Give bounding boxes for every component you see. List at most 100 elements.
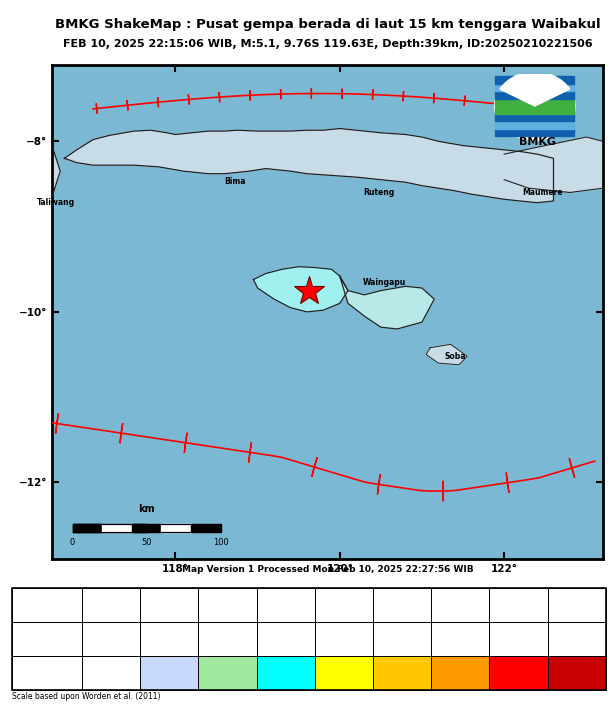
Polygon shape: [132, 524, 162, 532]
Bar: [198, 622, 256, 656]
Bar: [548, 588, 606, 622]
Bar: [198, 656, 256, 690]
Text: Map Version 1 Processed Mon Feb 10, 2025 22:27:56 WIB: Map Version 1 Processed Mon Feb 10, 2025…: [182, 565, 473, 574]
Text: X+: X+: [568, 668, 586, 678]
Text: 50: 50: [141, 538, 152, 547]
Text: none: none: [157, 635, 182, 643]
Bar: [12, 588, 82, 622]
Wedge shape: [500, 72, 570, 106]
Text: none: none: [99, 635, 124, 643]
Polygon shape: [96, 103, 97, 113]
Text: Very heavy: Very heavy: [548, 635, 605, 643]
Text: Moderate: Moderate: [263, 600, 308, 609]
Polygon shape: [127, 100, 128, 110]
Text: POTENTIAL
DAMAGE: POTENTIAL DAMAGE: [21, 630, 73, 649]
Polygon shape: [248, 442, 252, 462]
Text: Light: Light: [331, 635, 357, 643]
Text: Strong: Strong: [328, 600, 360, 609]
Bar: [496, 121, 574, 128]
Text: none: none: [215, 635, 240, 643]
Polygon shape: [340, 276, 435, 329]
Text: V: V: [282, 668, 290, 678]
Polygon shape: [120, 423, 123, 443]
Polygon shape: [426, 344, 467, 365]
Text: BMKG ShakeMap : Pusat gempa berada di laut 15 km tenggara Waibakul: BMKG ShakeMap : Pusat gempa berada di la…: [54, 18, 600, 31]
Polygon shape: [525, 102, 526, 112]
Text: IX: IX: [512, 668, 525, 678]
Text: Ruteng: Ruteng: [363, 188, 394, 197]
Bar: [496, 106, 574, 113]
Polygon shape: [312, 457, 317, 477]
Bar: [373, 656, 431, 690]
Text: VIII: VIII: [450, 668, 471, 678]
Bar: [82, 622, 140, 656]
Text: PERCEIVED
SHAKING: PERCEIVED SHAKING: [21, 595, 73, 614]
Polygon shape: [219, 92, 220, 103]
Polygon shape: [184, 432, 187, 453]
Text: FEB 10, 2025 22:15:06 WIB, M:5.1, 9.76S 119.63E, Depth:39km, ID:20250210221506: FEB 10, 2025 22:15:06 WIB, M:5.1, 9.76S …: [62, 39, 592, 49]
Polygon shape: [253, 267, 348, 312]
Polygon shape: [162, 524, 191, 532]
Bar: [140, 588, 198, 622]
Polygon shape: [569, 458, 575, 478]
Bar: [431, 588, 490, 622]
Bar: [548, 656, 606, 690]
Bar: [431, 656, 490, 690]
Text: 100: 100: [213, 538, 228, 547]
Text: VII: VII: [394, 668, 411, 678]
Text: MMI: MMI: [35, 668, 59, 678]
Bar: [315, 656, 373, 690]
Text: Maumere: Maumere: [522, 188, 563, 197]
Bar: [373, 588, 431, 622]
Polygon shape: [64, 128, 553, 203]
Polygon shape: [73, 524, 102, 532]
Bar: [256, 622, 315, 656]
Polygon shape: [504, 137, 603, 192]
Polygon shape: [464, 95, 465, 106]
Polygon shape: [191, 524, 220, 532]
Polygon shape: [73, 524, 146, 532]
Bar: [496, 98, 574, 106]
Bar: [548, 622, 606, 656]
Text: Mod./Heavy: Mod./Heavy: [430, 635, 490, 643]
Bar: [496, 128, 574, 136]
Text: 0: 0: [70, 538, 75, 547]
Bar: [12, 656, 82, 690]
Bar: [315, 622, 373, 656]
Polygon shape: [56, 414, 58, 434]
Text: Severe: Severe: [444, 600, 477, 609]
Polygon shape: [494, 98, 496, 109]
Bar: [198, 588, 256, 622]
Bar: [490, 622, 548, 656]
Text: IV: IV: [221, 668, 234, 678]
Bar: [490, 588, 548, 622]
Text: Soba: Soba: [445, 352, 466, 361]
Bar: [140, 656, 198, 690]
Bar: [12, 588, 606, 690]
Text: I: I: [109, 668, 113, 678]
Polygon shape: [157, 97, 159, 108]
Circle shape: [494, 72, 575, 140]
Polygon shape: [102, 524, 132, 532]
Polygon shape: [433, 93, 435, 103]
Bar: [496, 113, 574, 121]
Text: Very strong: Very strong: [375, 600, 430, 609]
Text: Heavy: Heavy: [503, 635, 534, 643]
Text: Bima: Bima: [224, 177, 245, 186]
Bar: [431, 622, 490, 656]
Text: VI: VI: [338, 668, 350, 678]
Text: km: km: [138, 504, 155, 514]
Text: Taliwang: Taliwang: [37, 198, 75, 207]
Bar: [496, 91, 574, 98]
Text: II–III: II–III: [156, 668, 182, 678]
Polygon shape: [378, 474, 380, 495]
Polygon shape: [188, 95, 189, 105]
Polygon shape: [11, 137, 60, 203]
Text: Very light: Very light: [261, 635, 310, 643]
Bar: [496, 76, 574, 83]
Bar: [82, 656, 140, 690]
Text: Not felt: Not felt: [93, 600, 129, 609]
Text: Weak: Weak: [156, 600, 182, 609]
Text: Waingapu: Waingapu: [363, 277, 406, 287]
Bar: [373, 622, 431, 656]
